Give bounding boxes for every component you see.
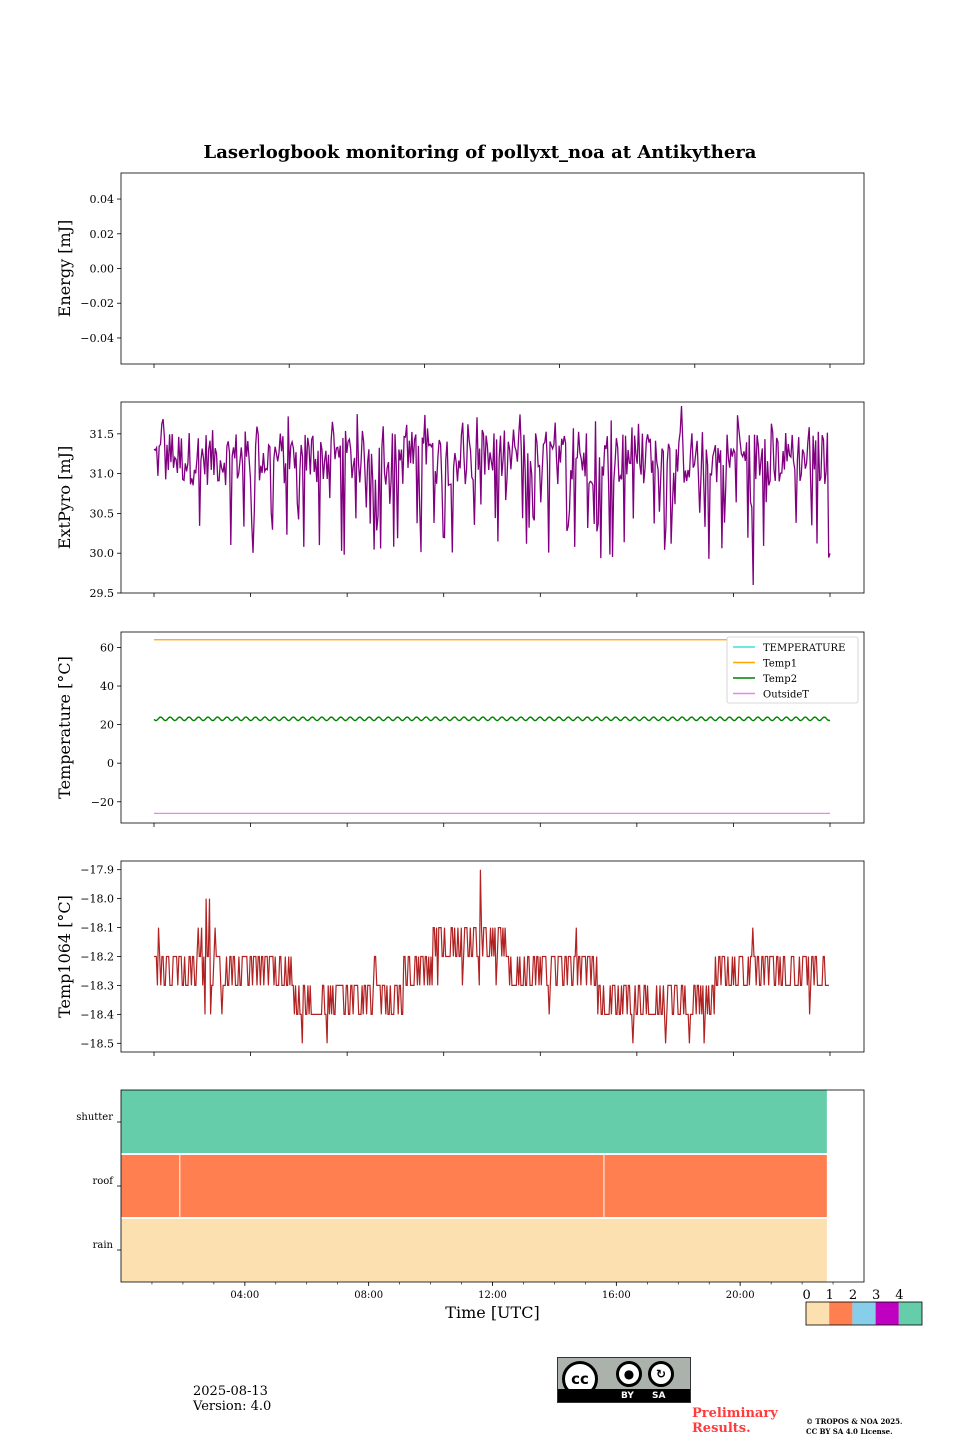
y-tick-label: 30.0 bbox=[90, 547, 115, 560]
chart-title: Laserlogbook monitoring of pollyxt_noa a… bbox=[204, 142, 757, 163]
colorbar-label: 0 bbox=[802, 1288, 810, 1303]
legend-label: Temp2 bbox=[763, 674, 797, 685]
colorbar-cell bbox=[852, 1302, 876, 1325]
cc-label-bar: BY SA bbox=[558, 1389, 690, 1402]
footer-date: 2025-08-13 bbox=[193, 1384, 268, 1399]
colorbar-cell bbox=[898, 1302, 922, 1325]
preliminary-line-2: Results. bbox=[692, 1421, 751, 1436]
legend-label: TEMPERATURE bbox=[763, 643, 845, 654]
y-tick-label: −20 bbox=[91, 796, 114, 809]
status-row-label: shutter bbox=[76, 1112, 113, 1123]
x-tick-label: 16:00 bbox=[602, 1290, 631, 1301]
extpyro-axes bbox=[120, 401, 865, 594]
temp1064-axes bbox=[120, 860, 865, 1053]
status-row-label: rain bbox=[93, 1240, 114, 1251]
energy-axes bbox=[120, 172, 865, 365]
y-tick-label: 0 bbox=[107, 757, 114, 770]
y-tick-label: 60 bbox=[100, 641, 114, 654]
x-tick-label: 08:00 bbox=[354, 1290, 383, 1301]
y-axis-label: Temp1064 [°C] bbox=[55, 895, 74, 1018]
cc-sa-label: SA bbox=[652, 1391, 666, 1401]
y-tick-label: 0.02 bbox=[90, 228, 115, 241]
x-tick-label: 20:00 bbox=[726, 1290, 755, 1301]
x-axis-label: Time [UTC] bbox=[445, 1303, 539, 1322]
sa-share-alike-icon: ↻ bbox=[648, 1361, 674, 1387]
y-tick-label: 0.00 bbox=[90, 263, 115, 276]
y-tick-label: −18.0 bbox=[80, 893, 114, 906]
colorbar-label: 3 bbox=[872, 1288, 880, 1303]
cc-by-label: BY bbox=[621, 1391, 634, 1401]
y-tick-label: 30.5 bbox=[90, 507, 115, 520]
y-axis-label: ExtPyro [mJ] bbox=[55, 446, 74, 549]
y-tick-label: −18.2 bbox=[80, 951, 114, 964]
y-tick-label: 40 bbox=[100, 680, 114, 693]
by-person-icon: ● bbox=[616, 1361, 642, 1387]
y-tick-label: 0.04 bbox=[90, 193, 115, 206]
preliminary-line-1: Preliminary bbox=[692, 1406, 778, 1421]
status-row-roof bbox=[121, 1155, 827, 1217]
legend-label: OutsideT bbox=[763, 690, 809, 701]
y-tick-label: 29.5 bbox=[90, 587, 115, 600]
y-tick-label: −0.02 bbox=[80, 297, 114, 310]
y-tick-label: 31.5 bbox=[90, 428, 115, 441]
preliminary-notice: Preliminary Results. bbox=[692, 1406, 778, 1436]
x-tick-label: 04:00 bbox=[230, 1290, 259, 1301]
y-tick-label: −18.1 bbox=[80, 922, 114, 935]
y-tick-label: −0.04 bbox=[80, 332, 114, 345]
temp2-series-line bbox=[153, 716, 831, 722]
footer-version: Version: 4.0 bbox=[193, 1399, 272, 1414]
colorbar-label: 4 bbox=[895, 1288, 903, 1303]
y-tick-label: −17.9 bbox=[80, 864, 114, 877]
status-row-rain bbox=[121, 1219, 827, 1282]
colorbar-cell bbox=[875, 1302, 899, 1325]
legend-box bbox=[726, 636, 859, 704]
copyright-line-1: © TROPOS & NOA 2025. bbox=[806, 1417, 903, 1426]
colorbar-frame bbox=[805, 1301, 923, 1326]
colorbar-cell bbox=[829, 1302, 853, 1325]
y-tick-label: 31.0 bbox=[90, 468, 115, 481]
footer-date-block: 2025-08-13 Version: 4.0 bbox=[193, 1384, 271, 1414]
temperature-axes bbox=[120, 631, 865, 824]
y-axis-label: Temperature [°C] bbox=[55, 656, 74, 799]
copyright-notice: © TROPOS & NOA 2025. CC BY SA 4.0 Licens… bbox=[806, 1417, 902, 1437]
temp1064-series-line bbox=[154, 869, 829, 1044]
extpyro-series-line bbox=[153, 405, 831, 586]
x-tick-label: 12:00 bbox=[478, 1290, 507, 1301]
cc-license-badge: cc ● ↻ BY SA bbox=[557, 1357, 691, 1403]
status-row-label: roof bbox=[92, 1176, 114, 1187]
colorbar-label: 1 bbox=[826, 1288, 834, 1303]
y-tick-label: 20 bbox=[100, 719, 114, 732]
y-tick-label: −18.3 bbox=[80, 979, 114, 992]
colorbar-cell bbox=[806, 1302, 830, 1325]
y-tick-label: −18.4 bbox=[80, 1008, 114, 1021]
legend-label: Temp1 bbox=[763, 659, 797, 670]
colorbar-label: 2 bbox=[849, 1288, 857, 1303]
status-row-shutter bbox=[121, 1090, 827, 1153]
y-axis-label: Energy [mJ] bbox=[55, 220, 74, 318]
copyright-line-2: CC BY SA 4.0 License. bbox=[806, 1427, 893, 1436]
y-tick-label: −18.5 bbox=[80, 1037, 114, 1050]
